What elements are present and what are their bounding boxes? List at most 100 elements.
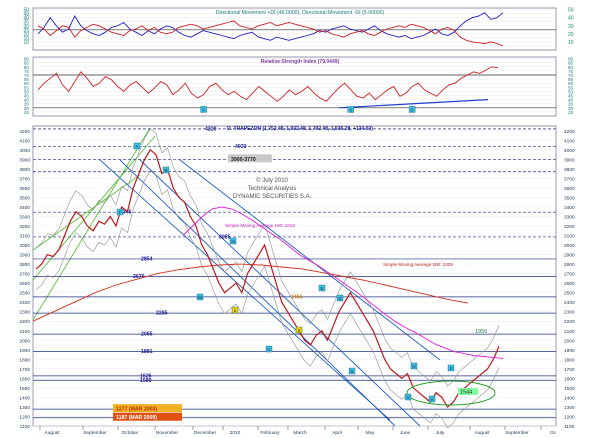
price-tick-label-left: 1600: [19, 376, 30, 382]
target-ellipse: [406, 380, 496, 406]
rsi-tick-label-right: 85: [568, 61, 574, 66]
pattern-marker-box: [196, 293, 204, 301]
pattern-marker-box: [318, 284, 326, 292]
dmi-series-plus-di: [37, 12, 504, 41]
pattern-marker-label: C: [267, 347, 271, 352]
rsi-tick-label-right: 40: [568, 98, 574, 103]
price-tick-label-right: 3700: [564, 176, 575, 182]
dmi-tick-label-left: 15: [23, 36, 29, 42]
level-label: 1277 (MAR 2003): [116, 407, 158, 413]
x-axis-label: May: [365, 430, 375, 436]
target-box: [458, 388, 478, 395]
price-tick-label-left: 2200: [19, 319, 30, 325]
rsi-marker-label: S: [202, 107, 205, 112]
level-label: 2065: [141, 332, 153, 338]
price-tick-label-right: 2200: [564, 319, 575, 325]
pattern-marker-box: [410, 362, 418, 370]
pattern-marker-label: H: [412, 364, 415, 369]
pattern-marker-box: [116, 208, 124, 216]
price-tick-label-right: 4200: [564, 129, 575, 135]
x-axis-label: August: [45, 430, 61, 436]
price-tick-label-right: 4000: [564, 148, 575, 154]
pattern-marker-box: [265, 345, 273, 353]
pattern-marker-box: [229, 237, 237, 245]
x-axis-label: December: [194, 430, 217, 436]
level-label: 2456: [291, 294, 303, 300]
dmi-series-minus-di: [37, 20, 504, 47]
x-axis-label: February: [260, 430, 280, 436]
price-tick-label-left: 1800: [19, 357, 30, 363]
sma200-line: [32, 263, 469, 322]
dmi-tick-label-right: 50: [568, 8, 574, 14]
copyright-line: Technical Analysis: [248, 186, 297, 192]
price-tick-label-right: 4100: [564, 138, 575, 144]
sma200-annotation: Simple Moving Average 200: 2329: [383, 262, 453, 267]
rsi-tick-label-left: 70: [24, 73, 30, 78]
rsi-tick-label-right: 35: [568, 102, 574, 107]
price-tick-label-left: 1300: [19, 405, 30, 411]
price-tick-label-left: 1200: [19, 414, 30, 420]
dmi-tick-label-left: 20: [23, 32, 29, 38]
rsi-support-trendline: [339, 99, 489, 109]
rsi-tick-label-right: 75: [568, 69, 574, 74]
pattern-marker-box: [447, 364, 455, 372]
level-label-box: [228, 154, 272, 163]
level-label-box: [113, 412, 182, 421]
price-tick-label-right: 1800: [564, 357, 575, 363]
rsi-marker-box: [200, 106, 207, 113]
level-label: 3900-3770: [231, 157, 256, 163]
target-box-label: 1544: [460, 390, 472, 396]
level-label: 4220: [205, 126, 217, 132]
price-tick-label-right: 2500: [564, 291, 575, 297]
rsi-tick-label-right: 55: [568, 85, 574, 90]
x-axis-label: July: [436, 430, 445, 436]
pattern-marker-label: V: [430, 397, 433, 402]
rsi-marker-box: [347, 106, 354, 113]
price-tick-label-right: 1200: [564, 414, 575, 420]
price-tick-label-left: 2900: [19, 253, 30, 259]
price-tick-label-right: 3500: [564, 195, 575, 201]
price-tick-label-right: 2800: [564, 262, 575, 268]
price-tick-label-left: 4000: [19, 148, 30, 154]
level-label: 1881: [141, 349, 153, 355]
price-tick-label-left: 1900: [19, 348, 30, 354]
price-tick-label-right: 2900: [564, 253, 575, 259]
green-trendline: [32, 174, 141, 251]
pattern-marker-box: [231, 306, 239, 314]
price-tick-label-left: 2100: [19, 329, 30, 335]
pattern-marker-box: [336, 294, 344, 302]
price-tick-label-right: 1100: [564, 424, 575, 430]
price-tick-label-right: 2600: [564, 281, 575, 287]
rsi-tick-label-right: 50: [568, 89, 574, 94]
level-label: 2670: [133, 274, 145, 280]
price-tick-label-left: 2300: [19, 310, 30, 316]
rsi-tick-label-left: 40: [24, 98, 30, 103]
level-label: 1187 (MAR 2009): [116, 415, 157, 421]
x-axis-label: September: [83, 430, 107, 436]
pattern-marker-label: B: [164, 168, 167, 173]
rsi-series-line: [37, 66, 499, 102]
price-tick-label-right: 3400: [564, 205, 575, 211]
price-tick-label-left: 4100: [19, 138, 30, 144]
x-axis-label: Oc: [550, 430, 557, 436]
pattern-marker-label: H: [231, 239, 234, 244]
price-tick-label-right: 2300: [564, 310, 575, 316]
price-tick-label-right: 1400: [564, 395, 575, 401]
rsi-tick-label-right: 90: [568, 57, 574, 62]
dmi-tick-label-left: 45: [23, 12, 29, 18]
rsi-tick-label-right: 70: [568, 73, 574, 78]
rsi-tick-label-right: 80: [568, 65, 574, 70]
pattern-marker-label: G: [338, 296, 342, 301]
rsi-marker-box: [408, 106, 416, 113]
pattern-marker-box: [428, 395, 436, 403]
rsi-tick-label-right: 65: [568, 77, 574, 82]
rsi-tick-label-left: 55: [24, 85, 30, 90]
price-close-line: [35, 148, 500, 408]
pattern-marker-label: F: [119, 210, 122, 215]
price-tick-label-left: 1100: [20, 424, 31, 430]
price-tick-label-right: 1900: [564, 348, 575, 354]
dmi-tick-label-left: 35: [23, 20, 29, 26]
pattern-marker-label: S: [350, 369, 353, 374]
target-annotation: 1950: [475, 329, 487, 335]
price-tick-label-left: 1500: [19, 386, 30, 392]
